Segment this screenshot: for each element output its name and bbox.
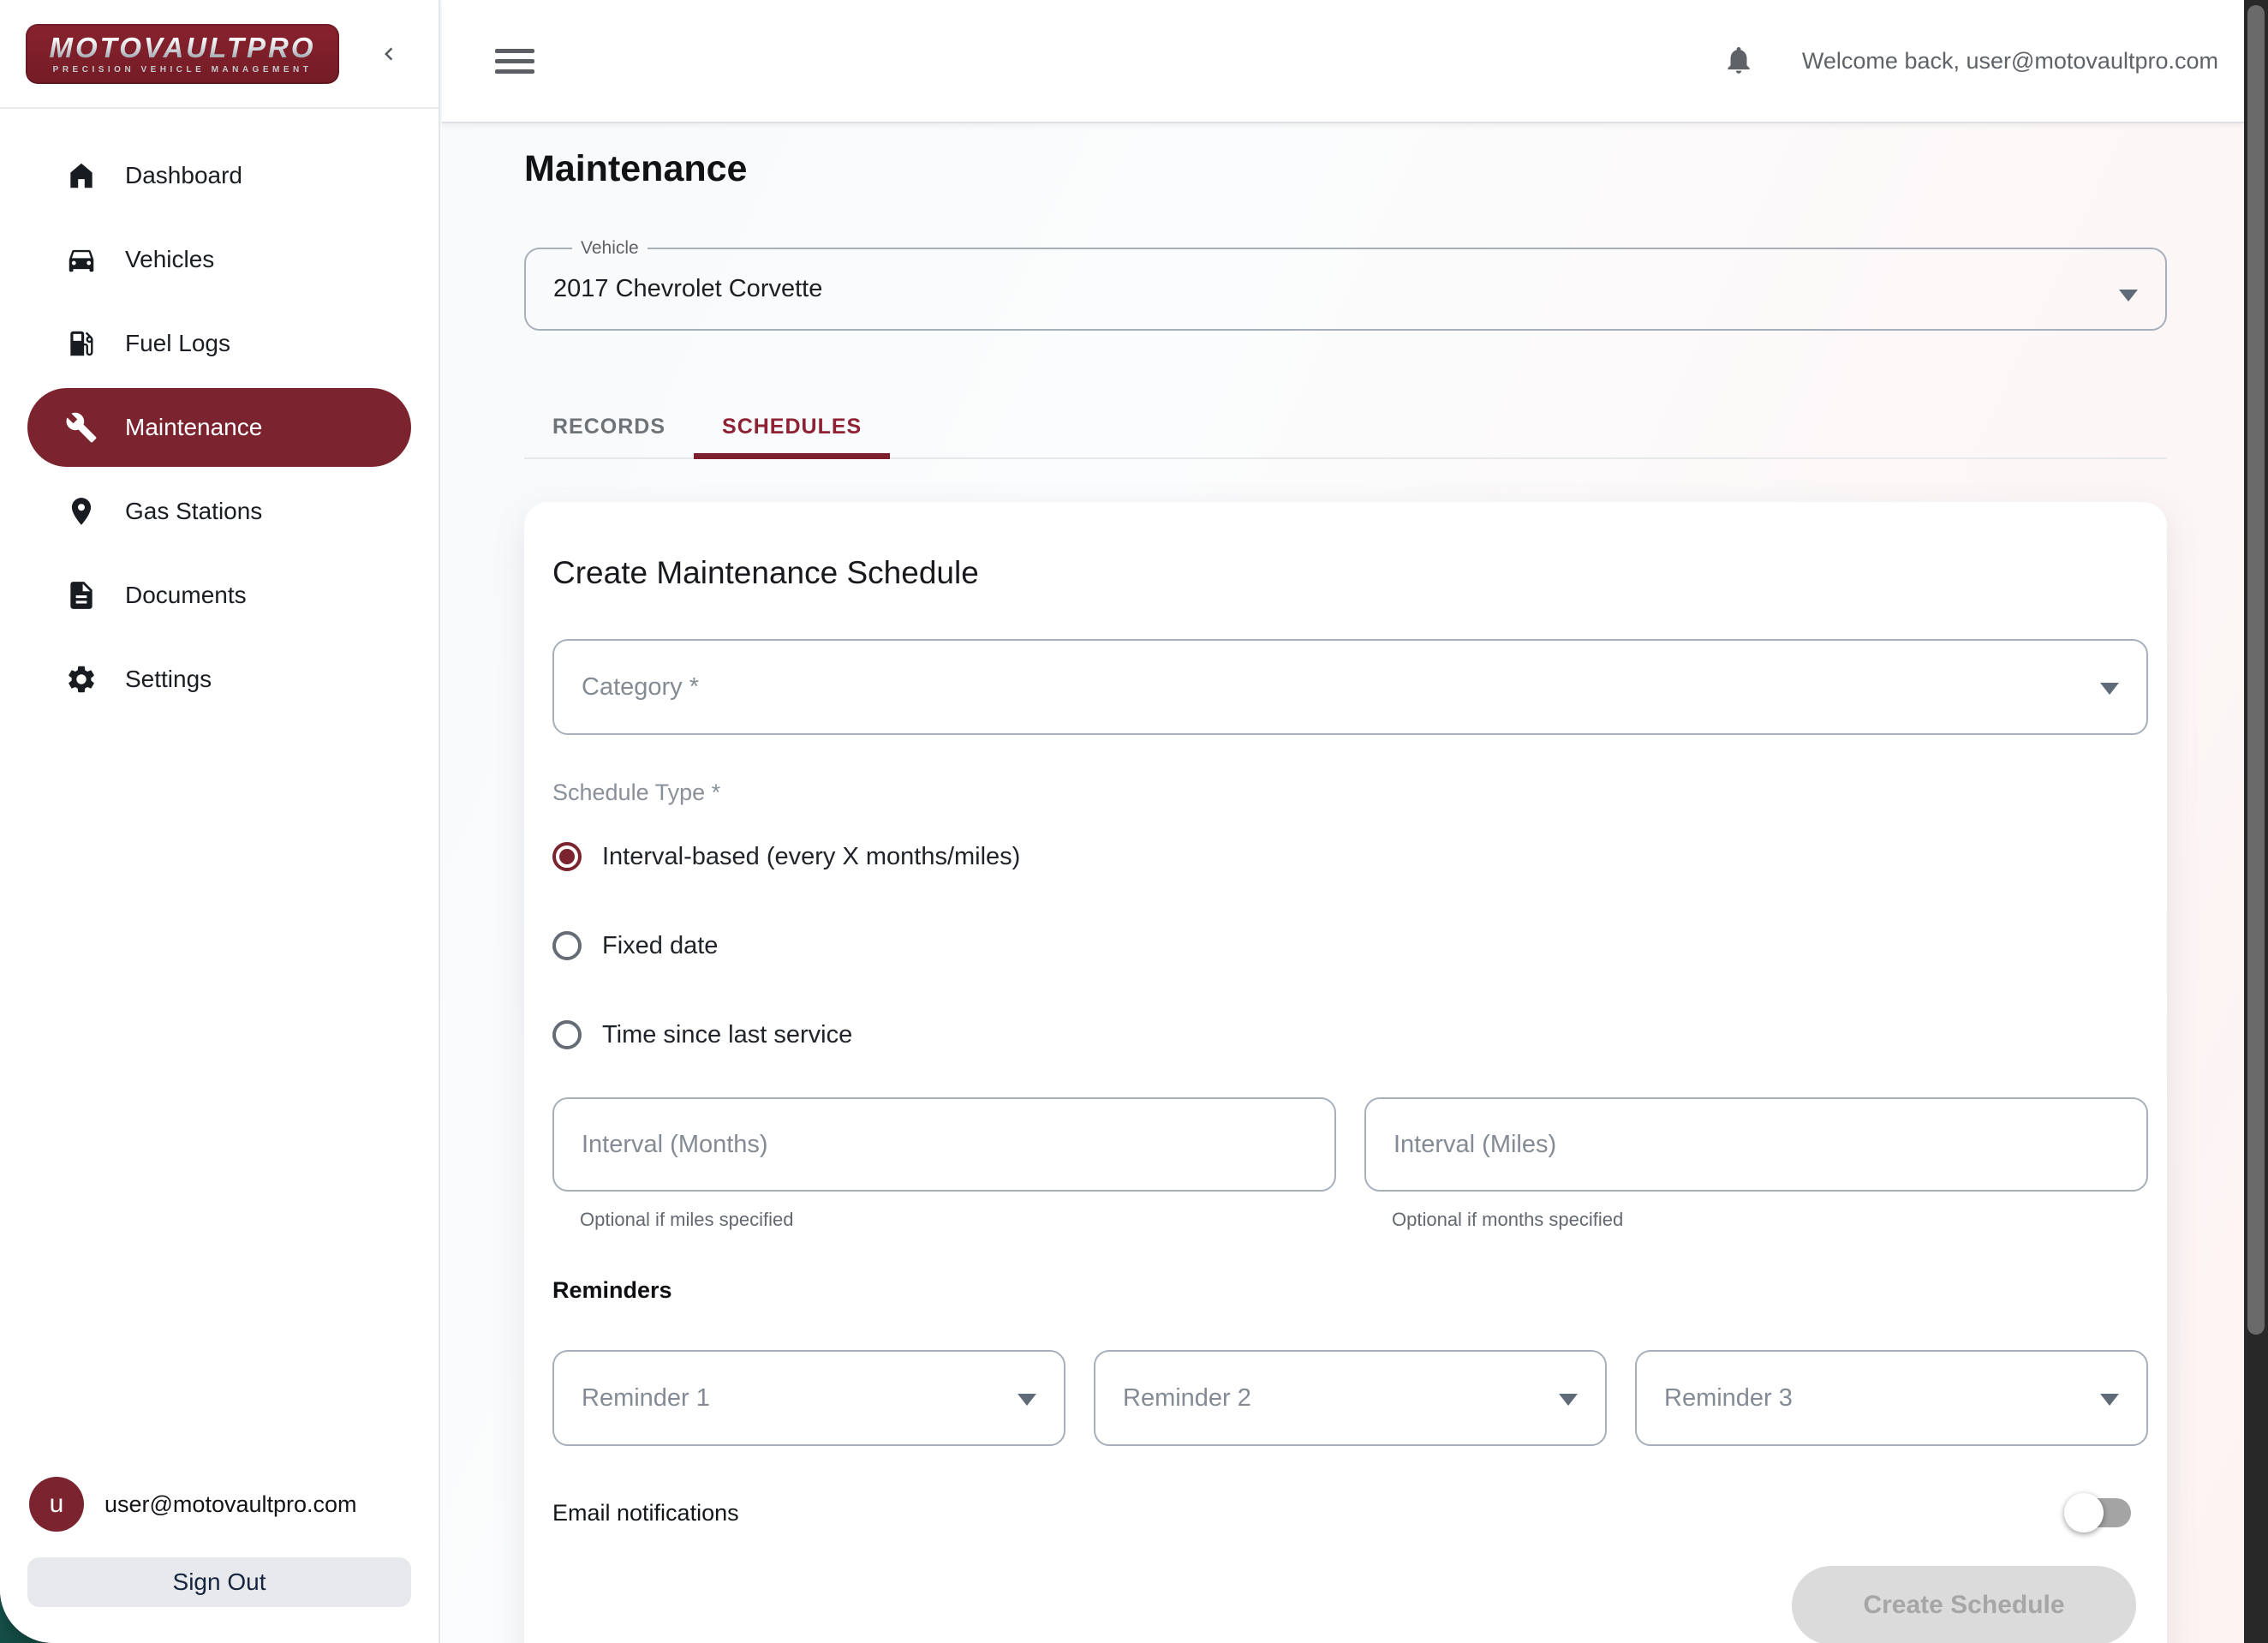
interval-miles-helper: Optional if months specified bbox=[1392, 1209, 1624, 1230]
chevron-down-icon bbox=[1018, 1394, 1036, 1406]
sidebar-item-gas-stations[interactable]: Gas Stations bbox=[27, 472, 411, 551]
home-icon bbox=[65, 159, 98, 192]
vehicle-select-label: Vehicle bbox=[581, 238, 639, 258]
sidebar-item-maintenance[interactable]: Maintenance bbox=[27, 388, 411, 467]
vehicle-select-value: 2017 Chevrolet Corvette bbox=[553, 274, 823, 302]
tab-records[interactable]: RECORDS bbox=[524, 396, 694, 457]
vehicle-select[interactable]: Vehicle 2017 Chevrolet Corvette bbox=[524, 238, 2167, 331]
chevron-down-icon bbox=[2100, 1394, 2119, 1406]
email-notifications-label: Email notifications bbox=[552, 1499, 739, 1526]
email-notifications-row: Email notifications bbox=[552, 1492, 2148, 1533]
collapse-sidebar-button[interactable] bbox=[370, 35, 408, 73]
document-icon bbox=[65, 579, 98, 612]
radio-fixed-date[interactable]: Fixed date bbox=[552, 919, 2148, 972]
tab-bar: RECORDS SCHEDULES bbox=[524, 396, 2167, 459]
tab-schedules[interactable]: SCHEDULES bbox=[694, 396, 891, 459]
sidebar-item-label: Fuel Logs bbox=[125, 330, 230, 356]
page-title: Maintenance bbox=[524, 148, 748, 189]
sidebar-item-label: Documents bbox=[125, 582, 247, 608]
sidebar-item-dashboard[interactable]: Dashboard bbox=[27, 136, 411, 215]
sidebar-header: MOTOVAULTPRO PRECISION VEHICLE MANAGEMEN… bbox=[0, 0, 439, 109]
user-email: user@motovaultpro.com bbox=[104, 1491, 357, 1517]
toggle-knob bbox=[2064, 1493, 2104, 1532]
sidebar-item-settings[interactable]: Settings bbox=[27, 640, 411, 719]
sidebar-item-vehicles[interactable]: Vehicles bbox=[27, 220, 411, 299]
sidebar-item-label: Dashboard bbox=[125, 162, 242, 188]
sidebar-nav: Dashboard Vehicles Fuel Logs bbox=[0, 136, 439, 724]
chevron-left-icon bbox=[376, 41, 402, 67]
chevron-down-icon bbox=[2100, 683, 2119, 695]
card-title: Create Maintenance Schedule bbox=[552, 555, 979, 590]
radio-interval-based[interactable]: Interval-based (every X months/miles) bbox=[552, 830, 2148, 883]
radio-unselected-icon bbox=[552, 1020, 582, 1049]
create-schedule-button[interactable]: Create Schedule bbox=[1792, 1566, 2136, 1643]
sidebar-item-label: Vehicles bbox=[125, 246, 215, 272]
card-actions: Create Schedule bbox=[552, 1566, 2148, 1643]
vertical-scrollbar[interactable] bbox=[2244, 0, 2268, 1643]
wrench-icon bbox=[65, 411, 98, 444]
reminder-1-select[interactable]: Reminder 1 bbox=[552, 1350, 1065, 1446]
sidebar-item-label: Gas Stations bbox=[125, 498, 263, 524]
chevron-down-icon bbox=[2119, 290, 2138, 302]
scrollbar-thumb[interactable] bbox=[2247, 5, 2265, 1335]
sidebar: MOTOVAULTPRO PRECISION VEHICLE MANAGEMEN… bbox=[0, 0, 440, 1643]
email-notifications-toggle[interactable] bbox=[2064, 1492, 2131, 1533]
gear-icon bbox=[65, 663, 98, 696]
reminders-row: Reminder 1 Reminder 2 Reminder 3 bbox=[552, 1350, 2148, 1446]
interval-months-input[interactable] bbox=[552, 1097, 1336, 1192]
create-schedule-card: Create Maintenance Schedule Category * S… bbox=[524, 502, 2167, 1643]
reminders-heading: Reminders bbox=[552, 1277, 672, 1303]
interval-fields-row: Optional if miles specified Optional if … bbox=[552, 1097, 2148, 1231]
reminder-3-select[interactable]: Reminder 3 bbox=[1635, 1350, 2148, 1446]
category-select[interactable]: Category * bbox=[552, 639, 2148, 735]
sidebar-item-fuel-logs[interactable]: Fuel Logs bbox=[27, 304, 411, 383]
brand-logo: MOTOVAULTPRO PRECISION VEHICLE MANAGEMEN… bbox=[26, 23, 339, 84]
brand-tagline: PRECISION VEHICLE MANAGEMENT bbox=[52, 64, 313, 75]
sidebar-item-label: Settings bbox=[125, 666, 212, 692]
radio-time-since-last-service[interactable]: Time since last service bbox=[552, 1008, 2148, 1061]
radio-unselected-icon bbox=[552, 931, 582, 960]
welcome-message: Welcome back, user@motovaultpro.com bbox=[1801, 47, 2218, 74]
reminder-2-select[interactable]: Reminder 2 bbox=[1094, 1350, 1607, 1446]
interval-months-helper: Optional if miles specified bbox=[580, 1209, 794, 1230]
top-header: Welcome back, user@motovaultpro.com bbox=[442, 0, 2244, 123]
interval-miles-input[interactable] bbox=[1364, 1097, 2148, 1192]
brand-name: MOTOVAULTPRO bbox=[49, 31, 316, 63]
sidebar-item-label: Maintenance bbox=[125, 414, 263, 440]
sign-out-button[interactable]: Sign Out bbox=[27, 1557, 411, 1607]
hamburger-menu-button[interactable] bbox=[495, 44, 534, 78]
radio-selected-icon bbox=[552, 842, 582, 871]
avatar: u bbox=[29, 1477, 84, 1532]
main-content: Maintenance Vehicle 2017 Chevrolet Corve… bbox=[442, 125, 2244, 1643]
schedule-type-label: Schedule Type * bbox=[552, 780, 721, 805]
bell-icon bbox=[1722, 46, 1755, 79]
fuel-pump-icon bbox=[65, 327, 98, 360]
notifications-bell-button[interactable] bbox=[1720, 42, 1758, 80]
header-right: Welcome back, user@motovaultpro.com bbox=[1720, 42, 2218, 80]
sidebar-item-documents[interactable]: Documents bbox=[27, 556, 411, 635]
sidebar-footer: u user@motovaultpro.com Sign Out bbox=[0, 1477, 439, 1643]
car-icon bbox=[65, 243, 98, 276]
schedule-type-radio-group: Interval-based (every X months/miles) Fi… bbox=[552, 830, 2148, 1061]
chevron-down-icon bbox=[1559, 1394, 1578, 1406]
location-pin-icon bbox=[65, 495, 98, 528]
category-placeholder: Category * bbox=[582, 672, 700, 701]
user-info: u user@motovaultpro.com bbox=[27, 1477, 411, 1532]
